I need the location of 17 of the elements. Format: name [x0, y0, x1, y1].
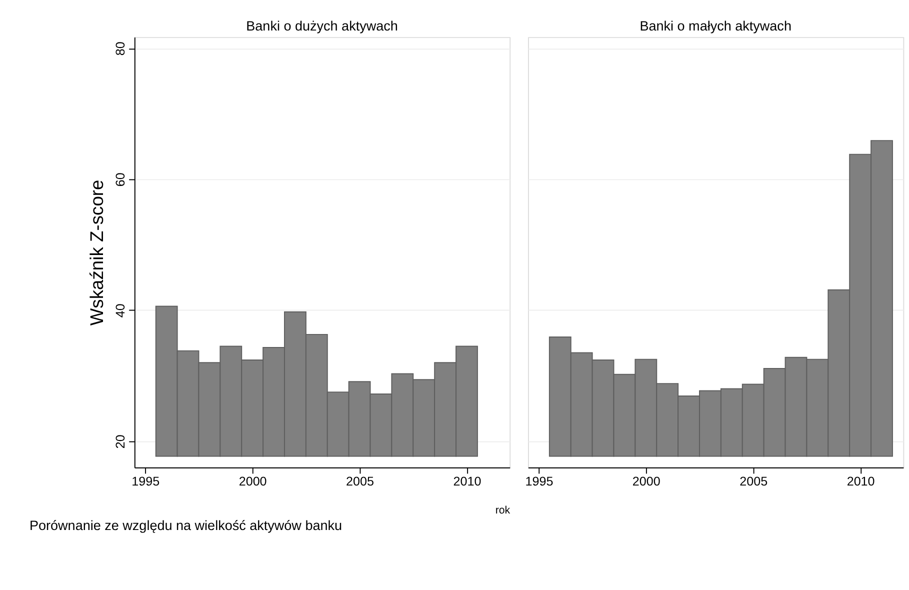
x-axis-title: rok — [495, 504, 511, 516]
x-tick-label: 2005 — [740, 474, 768, 488]
x-tick-label: 2010 — [453, 474, 482, 488]
chart-title: Banki o dużych aktywach — [246, 18, 398, 34]
text: Porównanie ze względu na wielkość aktywów banku — [29, 518, 342, 533]
x-tick-label: 2005 — [346, 474, 374, 488]
x-tick-label: 2000 — [632, 474, 660, 488]
x-tick-label: 1995 — [132, 474, 160, 488]
chart-title: Banki o małych aktywach — [640, 18, 792, 34]
y-tick-label: 60 — [113, 172, 128, 187]
x-tick-label: 1995 — [525, 474, 554, 488]
x-tick-label: 2000 — [238, 474, 267, 488]
y-tick-label: 40 — [113, 304, 128, 318]
x-tick-label: 2010 — [846, 474, 875, 488]
y-axis-title: Wskaźnik Z-score — [86, 180, 107, 326]
y-tick-label: 80 — [113, 42, 128, 56]
y-tick-label: 20 — [113, 434, 128, 449]
